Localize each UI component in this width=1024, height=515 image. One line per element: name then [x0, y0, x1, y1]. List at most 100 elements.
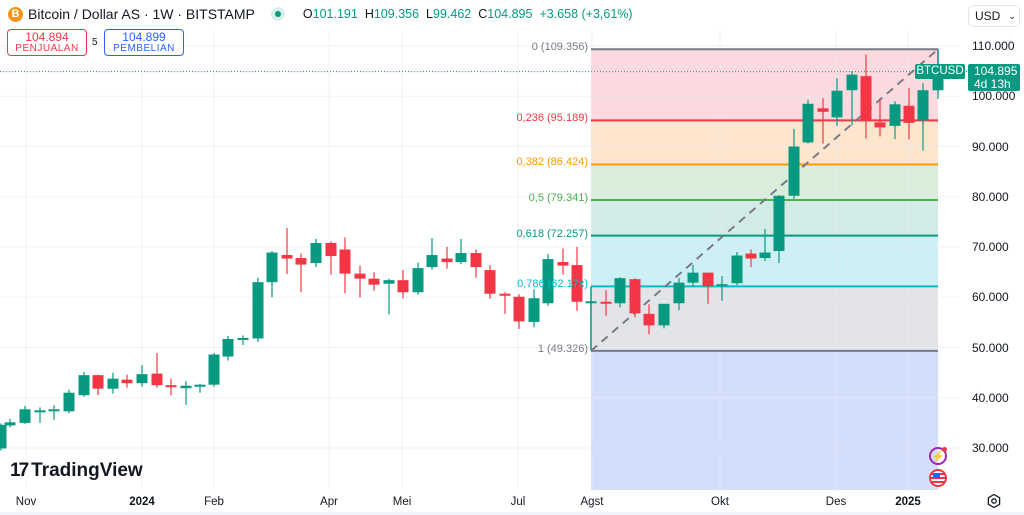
price-axis-label: 30.000	[972, 441, 1009, 455]
candle-body	[860, 76, 872, 121]
price-axis-label: 70.000	[972, 240, 1009, 254]
candle-body	[180, 385, 192, 389]
fib-level-label: 0,382 (86.424)	[516, 156, 588, 169]
candle-body	[266, 252, 278, 283]
candle-body	[325, 242, 337, 257]
candle-body	[846, 74, 858, 91]
fib-level-label: 0 (109.356)	[531, 41, 588, 54]
price-axis-label: 40.000	[972, 390, 1009, 405]
candle-body	[310, 242, 322, 264]
candle-body	[455, 253, 467, 263]
candle-body	[702, 272, 714, 287]
sell-price: 104.894	[25, 29, 69, 44]
candle-body	[368, 278, 380, 285]
buy-button[interactable]: 104.899 PEMBELIAN	[104, 29, 184, 56]
fib-level-label: 0,236 (95.189)	[516, 112, 588, 125]
fib-level-label: 0,5 (79.341)	[528, 192, 588, 205]
buy-price: 104.899	[122, 29, 166, 44]
settings-gear-icon[interactable]	[986, 493, 1002, 509]
tradingview-logo[interactable]: 17 TradingView	[10, 460, 143, 482]
candle-body	[339, 249, 351, 274]
price-axis-label: 100.000	[972, 89, 1016, 104]
candle-body	[237, 337, 249, 340]
candle-body	[802, 103, 814, 143]
price-axis-label: 80.000	[972, 189, 1009, 204]
candle-body	[281, 255, 293, 259]
fib-level-label: 0,786 (62.17x)	[517, 278, 588, 291]
time-axis-label: Apr	[320, 496, 338, 508]
candle-body	[528, 298, 540, 322]
low-label: L	[426, 7, 433, 21]
price-axis-label: 90.000	[972, 139, 1009, 154]
candle-body	[19, 409, 31, 423]
us-flag-event-icon[interactable]	[929, 469, 947, 487]
candle-body	[788, 146, 800, 196]
ohlc-values: O101.191 H109.356 L99.462 C104.895 +3.65…	[303, 7, 633, 21]
candle-body	[673, 282, 685, 304]
candle-body	[557, 262, 569, 266]
candle-body	[151, 373, 163, 386]
fib-zone	[591, 350, 938, 490]
fib-zone	[591, 164, 938, 201]
candle-body	[383, 280, 395, 284]
candle-body	[252, 282, 264, 339]
candle-body	[484, 270, 496, 294]
candle-body	[165, 385, 177, 388]
candle-body	[658, 303, 670, 326]
symbol-title[interactable]: Bitcoin / Dollar AS · 1W · BITSTAMP	[28, 6, 255, 22]
candle-body	[354, 273, 366, 279]
candle-body	[542, 259, 554, 304]
candle-body	[208, 354, 220, 385]
fib-level-label: 0,618 (72.257)	[516, 227, 588, 240]
candle-body	[412, 268, 424, 293]
candle-body	[426, 255, 438, 268]
candle-body	[136, 374, 148, 384]
candle-body	[470, 253, 482, 268]
close-value: 104.895	[487, 7, 533, 21]
chevron-down-icon: ⌄	[1008, 10, 1016, 21]
candle-body	[63, 392, 75, 412]
candle-body	[48, 409, 60, 412]
low-value: 99.462	[433, 7, 472, 21]
time-axis-label: 2024	[129, 496, 155, 508]
open-value: 101.191	[312, 7, 358, 21]
candle-body	[441, 258, 453, 263]
candle-body	[499, 293, 511, 296]
candle-body	[513, 296, 525, 322]
symbol-header: B Bitcoin / Dollar AS · 1W · BITSTAMP O1…	[8, 6, 633, 22]
fib-zone	[591, 49, 938, 121]
candle-body	[121, 379, 133, 384]
time-axis-label: Nov	[15, 496, 37, 508]
price-axis-label: 50.000	[972, 340, 1009, 355]
last-price: 104.895	[974, 64, 1018, 78]
time-axis-label: Agst	[580, 496, 604, 508]
bitcoin-logo-icon: B	[8, 6, 23, 22]
lightning-event-icon[interactable]: ⚡	[929, 447, 947, 465]
close-label: C	[478, 7, 488, 21]
currency-select[interactable]: USD ⌄	[968, 5, 1020, 27]
candle-body	[629, 279, 641, 314]
candle-body	[600, 301, 612, 304]
candle-body	[932, 71, 944, 91]
time-axis-label: Feb	[204, 496, 224, 508]
buy-label: PEMBELIAN	[113, 42, 175, 54]
bottom-border	[0, 512, 1024, 515]
candle-body	[78, 375, 90, 396]
candle-body	[731, 255, 743, 284]
candle-body	[643, 313, 655, 326]
fib-zone	[591, 120, 938, 165]
market-status-icon[interactable]	[270, 7, 285, 21]
price-axis-label: 110.000	[972, 39, 1015, 53]
sell-button[interactable]: 104.894 PENJUALAN	[7, 29, 87, 56]
spread-value: 5	[92, 37, 98, 48]
candle-body	[817, 108, 829, 112]
last-price-tag: 104.895 4d 13h	[968, 64, 1020, 91]
tradingview-wordmark: TradingView	[31, 460, 143, 481]
candle-body	[34, 410, 46, 413]
open-label: O	[302, 7, 313, 21]
fib-level-label: 1 (49.326)	[537, 342, 588, 355]
candle-body	[0, 424, 7, 449]
candle-body	[903, 105, 915, 123]
